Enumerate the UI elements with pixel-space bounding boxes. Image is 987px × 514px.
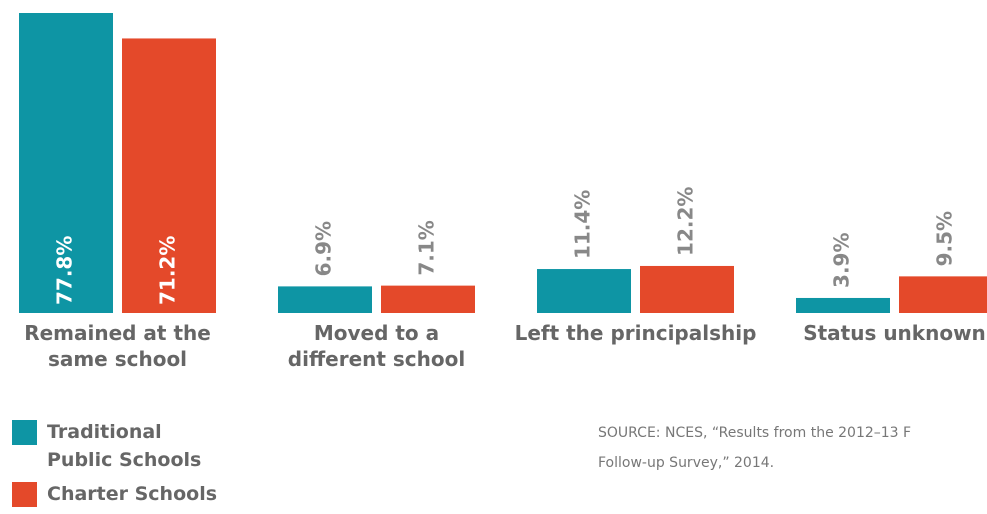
legend-label-line1: Traditional [47, 421, 162, 443]
legend-swatch-charter [12, 482, 37, 507]
bar-0-3 [796, 297, 890, 313]
source-line-1: SOURCE: NCES, “Results from the 2012–13 … [598, 425, 912, 441]
category-label-0-0: Remained at the [24, 321, 211, 345]
value-label-0-1: 6.9% [312, 221, 336, 276]
legend-label-line1: Charter Schools [47, 483, 218, 505]
value-label-0-3: 3.9% [830, 232, 854, 287]
bar-0-0 [19, 13, 113, 313]
category-label-2-0: Left the principalship [515, 321, 757, 345]
legend-item-traditional: Traditional Public Schools [12, 418, 247, 474]
bar-1-2 [640, 265, 734, 313]
category-label-3-0: Status unknown [803, 321, 986, 345]
bar-0-1 [278, 286, 372, 313]
source-line-2: Follow-up Survey,” 2014. [598, 455, 775, 471]
legend-label-charter: Charter Schools [47, 480, 247, 508]
bar-1-0 [122, 38, 216, 314]
value-label-0-2: 11.4% [571, 190, 595, 259]
legend-item-charter: Charter Schools [12, 480, 247, 508]
legend-label-line2: Public Schools [47, 449, 202, 471]
bar-0-2 [537, 269, 631, 313]
category-label-1-1: different school [288, 347, 465, 371]
bar-1-1 [381, 285, 475, 313]
value-label-0-0: 77.8% [53, 236, 77, 305]
legend-swatch-traditional [12, 420, 37, 445]
bar-1-3 [899, 276, 987, 313]
category-label-0-1: same school [48, 347, 187, 371]
value-label-1-1: 7.1% [415, 220, 439, 275]
value-label-1-2: 12.2% [674, 187, 698, 256]
value-label-1-0: 71.2% [156, 236, 180, 305]
legend-label-traditional: Traditional Public Schools [47, 418, 247, 474]
category-label-1-0: Moved to a [314, 321, 439, 345]
legend: Traditional Public Schools Charter Schoo… [12, 418, 247, 514]
source-note: SOURCE: NCES, “Results from the 2012–13 … [598, 418, 987, 478]
value-label-1-3: 9.5% [933, 211, 957, 266]
